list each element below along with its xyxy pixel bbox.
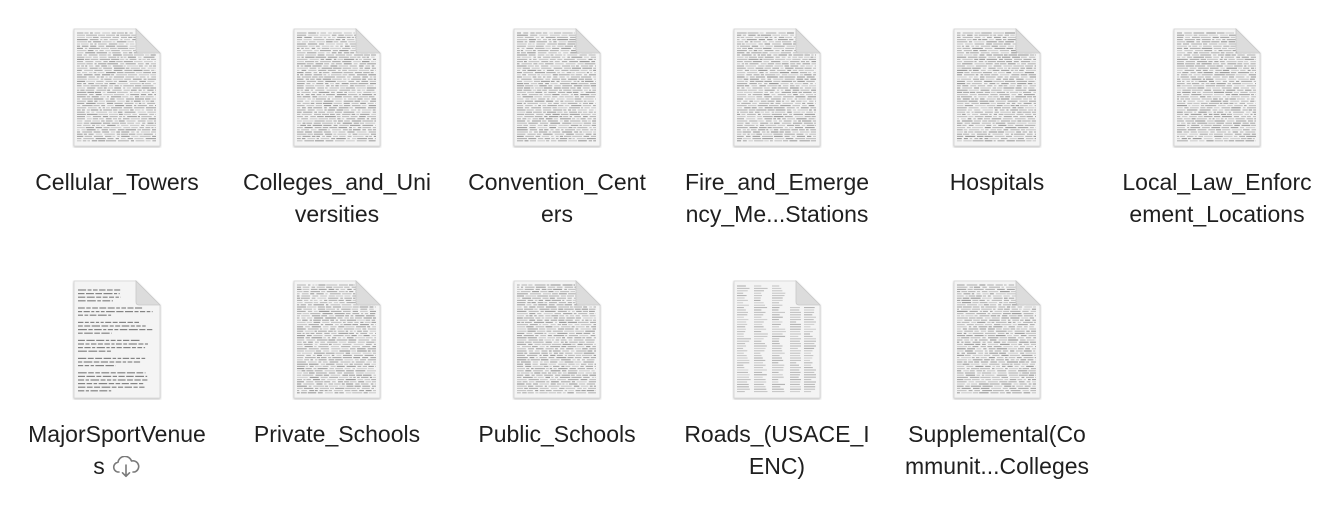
document-icon[interactable]	[952, 28, 1042, 148]
document-icon[interactable]	[1172, 28, 1262, 148]
file-name[interactable]: Roads_(USACE_I ENC)	[684, 421, 870, 479]
file-name[interactable]: Private_Schools	[253, 421, 421, 447]
document-icon[interactable]	[732, 280, 822, 400]
document-icon[interactable]	[292, 28, 382, 148]
file-name[interactable]: Supplemental(Co mmunit...Colleges	[904, 421, 1090, 479]
document-icon[interactable]	[292, 280, 382, 400]
document-icon[interactable]	[512, 280, 602, 400]
file-name[interactable]: MajorSportVenue s	[12, 418, 222, 486]
document-icon[interactable]	[732, 28, 822, 148]
file-name[interactable]: Cellular_Towers	[35, 169, 199, 195]
document-icon[interactable]	[72, 28, 162, 148]
document-icon[interactable]	[952, 280, 1042, 400]
file-name[interactable]: Colleges_and_Uni versities	[243, 169, 431, 227]
cloud-download-icon[interactable]	[111, 454, 141, 486]
document-icon[interactable]	[72, 280, 162, 400]
file-name[interactable]: Local_Law_Enforc ement_Locations	[1122, 169, 1312, 227]
document-icon[interactable]	[512, 28, 602, 148]
file-name[interactable]: Public_Schools	[478, 421, 636, 447]
file-name[interactable]: Hospitals	[949, 169, 1045, 195]
file-name[interactable]: Convention_Cent ers	[468, 169, 646, 227]
file-name[interactable]: Fire_and_Emerge ncy_Me...Stations	[684, 169, 870, 227]
